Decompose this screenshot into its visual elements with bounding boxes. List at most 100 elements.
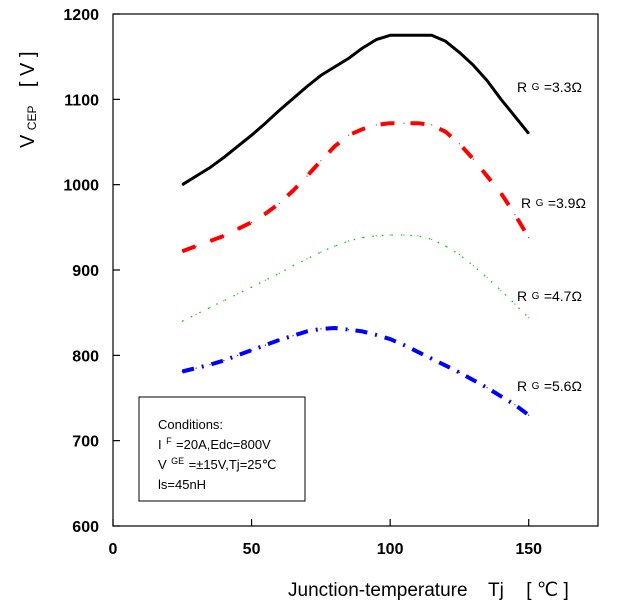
series-0-point <box>195 175 197 177</box>
series-2-point <box>320 251 322 253</box>
series-2-point <box>278 272 280 274</box>
series-3-point <box>251 349 253 351</box>
series-0-point <box>209 167 211 169</box>
series-1-point <box>237 228 239 230</box>
series-3-point <box>278 339 280 341</box>
series-line-0 <box>181 33 530 186</box>
series-3-point <box>431 358 433 360</box>
series-3-point <box>375 334 377 336</box>
cond-line1-pre: I <box>158 437 162 452</box>
rg-3-3-main: R <box>517 79 527 95</box>
series-2-point <box>403 234 405 236</box>
conditions-line-3: ls=45nH <box>158 477 206 492</box>
series-0-point <box>320 74 322 76</box>
series-1-point <box>251 221 253 223</box>
series-3-point <box>237 354 239 356</box>
series-2-point <box>209 306 211 309</box>
x-tick-label: 50 <box>243 541 261 558</box>
y-tick-label: 900 <box>72 263 99 280</box>
series-1-point <box>348 134 350 136</box>
series-0-point <box>431 34 433 36</box>
series-2-point <box>528 317 530 319</box>
series-2-point <box>486 277 488 279</box>
series-3-point <box>334 327 336 329</box>
conditions-line-2: V GE =±15V,Tj=25℃ <box>158 451 276 473</box>
series-2-point <box>264 279 266 281</box>
series-3-point <box>292 335 294 337</box>
cond-line1-sup: F <box>166 436 172 446</box>
series-1-point <box>500 192 502 194</box>
cond-line2-pre: V <box>158 457 167 472</box>
series-line-3 <box>181 326 530 417</box>
x-axis-label: Junction-temperature Tj [ ℃ ] <box>288 580 569 601</box>
series-2-point <box>195 313 197 315</box>
series-0-point <box>486 80 488 82</box>
series-3-point <box>472 379 474 381</box>
series-1-point <box>264 213 266 215</box>
series-3-point <box>320 328 322 330</box>
series-3-point <box>514 404 516 406</box>
series-2-point <box>417 235 419 237</box>
series-2-point <box>431 238 433 240</box>
rg-5-6-sub: G <box>532 381 540 392</box>
series-2-point <box>472 265 474 267</box>
series-2-point <box>375 235 377 237</box>
series-3-point <box>264 344 266 346</box>
series-2-point <box>306 258 308 260</box>
series-2-point <box>181 320 183 322</box>
y-ticks: 600 700 800 900 1000 1100 1200 <box>63 7 120 536</box>
legend-label-rg-3-9: R G =3.9Ω <box>521 193 586 212</box>
series-1-point <box>528 237 530 239</box>
svg-text:V CEP [ V ]: V CEP [ V ] <box>17 51 40 148</box>
series-1-point <box>389 122 391 124</box>
series-3-point <box>209 364 211 366</box>
series-1-point <box>486 175 488 177</box>
conditions-line-1: I F =20A,Edc=800V <box>158 431 271 453</box>
series-group <box>181 33 531 417</box>
series-0-point <box>306 85 308 88</box>
y-tick-label: 800 <box>72 348 99 365</box>
series-0-point <box>514 115 516 117</box>
legend-label-rg-5-6: R G =5.6Ω <box>517 376 582 395</box>
series-2-point <box>251 286 253 288</box>
y-tick-label: 600 <box>72 519 99 536</box>
series-0-point <box>528 132 530 135</box>
series-0-point <box>251 134 253 136</box>
series-2-point <box>514 303 516 305</box>
series-3-point <box>306 330 308 332</box>
x-tick-label: 100 <box>377 541 404 558</box>
series-2-point <box>292 265 294 267</box>
series-line-1 <box>181 121 531 254</box>
rg-3-9-sub: G <box>536 198 544 209</box>
series-3-point <box>528 414 530 416</box>
series-1-point <box>417 122 419 124</box>
rg-4-7-sub: G <box>532 291 540 302</box>
series-2-point <box>361 237 363 239</box>
x-axis-label-name: Junction-temperature <box>288 580 468 601</box>
conditions-title: Conditions: <box>158 417 223 432</box>
y-tick-label: 1100 <box>64 92 99 109</box>
y-tick-label: 1200 <box>63 7 99 24</box>
series-3-point <box>195 367 197 369</box>
series-3-point <box>181 370 183 373</box>
y-tick-label: 700 <box>72 434 99 451</box>
y-axis-label-sub: CEP <box>25 106 39 131</box>
series-0-point <box>375 39 377 41</box>
series-3-point <box>403 344 405 346</box>
series-0-point <box>417 34 419 36</box>
series-3-point <box>445 365 447 367</box>
series-line-2 <box>182 234 530 322</box>
conditions-box: Conditions: I F =20A,Edc=800V V GE =±15V… <box>138 396 306 502</box>
series-0-point <box>348 57 350 60</box>
series-2-point <box>348 240 350 242</box>
series-0-point <box>445 40 447 42</box>
series-0-point <box>223 156 225 158</box>
series-1-point <box>472 158 474 160</box>
series-2-point <box>334 245 336 247</box>
series-1-point <box>292 190 294 192</box>
rg-4-7-main: R <box>517 288 527 304</box>
series-1-point <box>458 143 460 145</box>
series-1-point <box>514 213 516 216</box>
series-1-point <box>306 175 308 177</box>
